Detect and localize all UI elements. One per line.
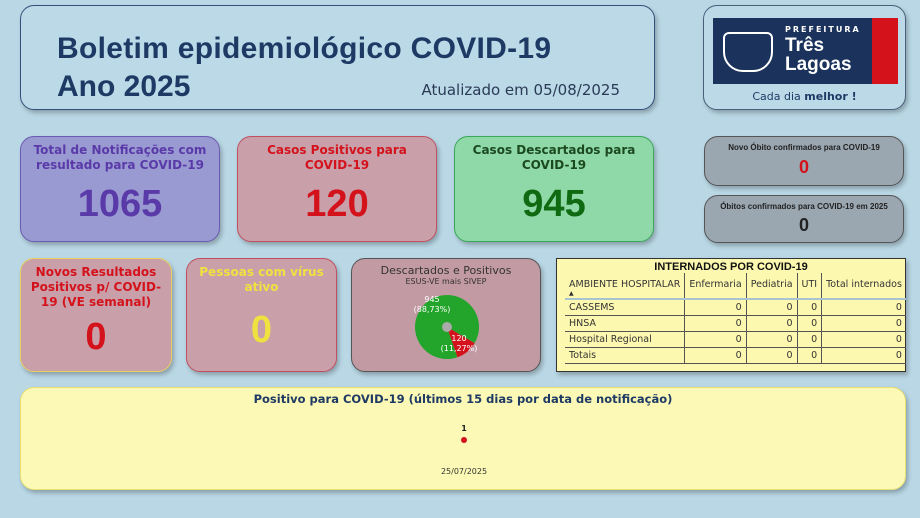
table-row: HNSA 0 0 0 0 bbox=[565, 315, 906, 332]
table-cell: 0 bbox=[684, 299, 747, 316]
card-label: Pessoas com vírus ativo bbox=[199, 265, 324, 294]
card-label: Casos Positivos para COVID-19 bbox=[267, 143, 407, 172]
card-value: 0 bbox=[85, 316, 107, 358]
card-total-notificacoes: Total de Notificações com resultado para… bbox=[20, 136, 220, 242]
card-virus-ativo: Pessoas com vírus ativo 0 bbox=[186, 258, 337, 372]
table-title: INTERNADOS POR COVID-19 bbox=[654, 261, 808, 273]
table-cell: 0 bbox=[796, 347, 822, 364]
line-chart-panel: Positivo para COVID-19 (últimos 15 dias … bbox=[20, 387, 906, 490]
card-label: Casos Descartados para COVID-19 bbox=[472, 143, 636, 172]
pie-pct-label: (11,27%) bbox=[441, 344, 478, 353]
table-cell: 0 bbox=[745, 299, 798, 316]
slogan-bold: melhor ! bbox=[804, 90, 857, 103]
card-value: 120 bbox=[305, 182, 369, 225]
pie-panel: Descartados e Positivos ESUS-VE mais SIV… bbox=[351, 258, 541, 372]
card-label: Total de Notificações com resultado para… bbox=[33, 143, 207, 172]
internados-table-panel: INTERNADOS POR COVID-19 AMBIENTE HOSPITA… bbox=[556, 258, 906, 372]
table-cell: 0 bbox=[745, 331, 798, 348]
card-casos-positivos: Casos Positivos para COVID-19 120 bbox=[237, 136, 437, 242]
page-subtitle-year: Ano 2025 bbox=[57, 70, 191, 103]
updated-date: Atualizado em 05/08/2025 bbox=[421, 81, 620, 99]
pie-slice[interactable] bbox=[447, 327, 475, 358]
header-panel: Boletim epidemiológico COVID-19 Ano 2025… bbox=[20, 5, 655, 110]
table-cell: 0 bbox=[821, 331, 906, 348]
table-cell: CASSEMS bbox=[565, 299, 685, 316]
pie-label: 945 bbox=[424, 295, 439, 304]
logo-prefeitura-text: PREFEITURA bbox=[785, 25, 861, 34]
pie-chart: 945(88,73%) 120(11,27%) bbox=[414, 295, 479, 359]
table-cell: 0 bbox=[821, 299, 906, 316]
card-value: 0 bbox=[798, 214, 809, 235]
page-title: Boletim epidemiológico COVID-19 bbox=[57, 32, 552, 65]
table-cell: 0 bbox=[684, 315, 747, 332]
card-novo-obito: Novo Óbito confirmados para COVID-19 0 bbox=[704, 136, 904, 186]
column-header[interactable]: AMBIENTE HOSPITALAR ▲ bbox=[565, 273, 685, 300]
pie-label: 120 bbox=[451, 334, 466, 343]
column-header[interactable]: Pediatria bbox=[745, 273, 798, 300]
logo-panel: PREFEITURA Três Lagoas Cada dia melhor ! bbox=[703, 5, 906, 110]
card-novos-resultados: Novos Resultados Positivos p/ COVID-19 (… bbox=[20, 258, 172, 372]
table-cell: 0 bbox=[796, 331, 822, 348]
logo-city: Três Lagoas bbox=[785, 36, 852, 74]
pie-pct-label: (88,73%) bbox=[414, 305, 451, 314]
data-point[interactable] bbox=[461, 437, 467, 443]
logo-red-bar bbox=[872, 18, 898, 84]
logo-city-line2: Lagoas bbox=[785, 54, 852, 75]
table-cell: 0 bbox=[684, 347, 747, 364]
table-cell: 0 bbox=[796, 299, 822, 316]
coat-of-arms-icon bbox=[723, 32, 773, 72]
slogan: Cada dia melhor ! bbox=[704, 90, 905, 103]
card-casos-descartados: Casos Descartados para COVID-19 945 bbox=[454, 136, 654, 242]
logo-city-line1: Três bbox=[785, 35, 825, 56]
sort-ascending-icon[interactable]: ▲ bbox=[569, 290, 574, 297]
card-value: 945 bbox=[522, 182, 586, 225]
table-cell: 0 bbox=[745, 347, 798, 364]
column-header[interactable]: Enfermaria bbox=[684, 273, 747, 300]
table-cell: 0 bbox=[796, 315, 822, 332]
pie-subtitle: ESUS-VE mais SIVEP bbox=[405, 277, 487, 286]
card-value: 0 bbox=[798, 156, 809, 177]
pie-center bbox=[442, 322, 452, 332]
internados-table: AMBIENTE HOSPITALAR ▲ Enfermaria Pediatria U… bbox=[565, 273, 906, 364]
table-cell: 0 bbox=[821, 315, 906, 332]
card-obitos-2025: Óbitos confirmados para COVID-19 em 2025… bbox=[704, 195, 904, 243]
data-label: 1 bbox=[461, 424, 467, 433]
slogan-text: Cada dia bbox=[752, 90, 805, 103]
card-label: Novos Resultados Positivos p/ COVID-19 (… bbox=[30, 265, 162, 309]
column-header[interactable]: UTI bbox=[796, 273, 822, 300]
table-row: CASSEMS 0 0 0 0 bbox=[565, 299, 906, 316]
table-row: Hospital Regional 0 0 0 0 bbox=[565, 331, 906, 348]
card-label: Óbitos confirmados para COVID-19 em 2025 bbox=[720, 202, 888, 211]
table-cell: 0 bbox=[745, 315, 798, 332]
pie-title: Descartados e Positivos bbox=[380, 264, 512, 277]
column-header[interactable]: Total internados bbox=[821, 273, 906, 300]
x-tick-label: 25/07/2025 bbox=[441, 467, 487, 476]
table-cell: Totais bbox=[565, 347, 685, 364]
table-row: Totais 0 0 0 0 bbox=[565, 347, 906, 364]
chart-title: Positivo para COVID-19 (últimos 15 dias … bbox=[253, 392, 673, 406]
prefeitura-logo: PREFEITURA Três Lagoas bbox=[713, 18, 898, 84]
table-cell: HNSA bbox=[565, 315, 685, 332]
card-label: Novo Óbito confirmados para COVID-19 bbox=[728, 143, 880, 152]
table-cell: 0 bbox=[684, 331, 747, 348]
table-cell: Hospital Regional bbox=[565, 331, 685, 348]
positivos-chart: 1 25/07/2025 bbox=[441, 424, 487, 476]
table-cell: 0 bbox=[821, 347, 906, 364]
card-value: 0 bbox=[250, 308, 273, 351]
card-value: 1065 bbox=[77, 182, 163, 225]
